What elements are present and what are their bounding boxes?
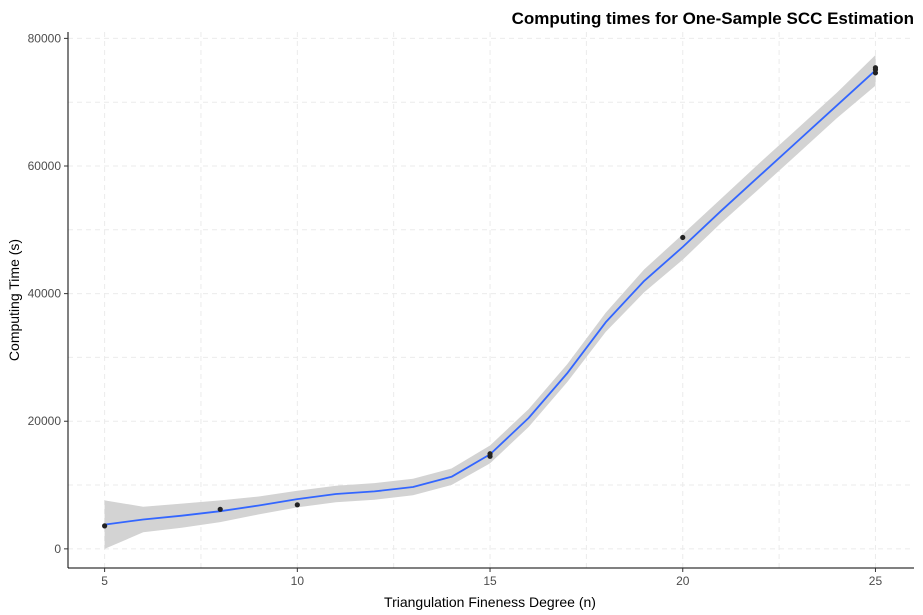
x-tick-label: 20: [676, 574, 690, 588]
data-point: [102, 523, 108, 529]
x-axis-title: Triangulation Fineness Degree (n): [384, 594, 596, 610]
chart-title: Computing times for One-Sample SCC Estim…: [512, 9, 914, 28]
y-tick-label: 80000: [28, 31, 62, 45]
grid: [68, 32, 914, 568]
x-tick-label: 15: [483, 574, 497, 588]
data-point: [487, 451, 493, 457]
x-tick-label: 25: [869, 574, 883, 588]
confidence-band-layer: [104, 55, 876, 549]
data-point: [872, 65, 879, 71]
axes: 5 10 15 20 25 0 20000 40000 60000 80000: [28, 31, 914, 588]
data-points: [102, 65, 879, 529]
data-point: [294, 502, 300, 508]
data-point: [217, 506, 223, 512]
y-tick-label: 0: [54, 542, 61, 556]
y-tick-label: 20000: [28, 414, 62, 428]
x-tick-label: 5: [101, 574, 108, 588]
confidence-band: [104, 55, 876, 549]
data-point: [680, 234, 686, 241]
y-tick-label: 60000: [28, 159, 62, 173]
x-tick-label: 10: [291, 574, 305, 588]
y-axis-title: Computing Time (s): [6, 239, 22, 361]
y-tick-label: 40000: [28, 287, 62, 301]
